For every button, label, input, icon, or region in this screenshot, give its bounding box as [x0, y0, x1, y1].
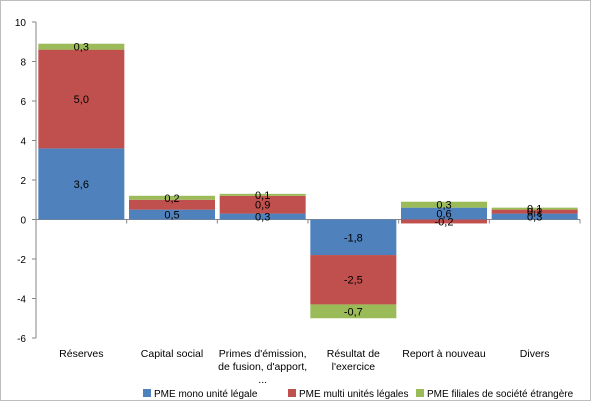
bar-segment: [129, 199, 215, 210]
data-labels: 3,65,00,30,50,20,30,90,1-1,8-2,5-0,70,6-…: [74, 42, 543, 319]
bar-segment: [38, 148, 125, 220]
category-label: Capital social: [141, 348, 203, 360]
bar-segment: [38, 43, 125, 50]
bar-segment: [219, 195, 306, 214]
data-label: 0,5: [164, 210, 179, 222]
bar-segment: [401, 207, 487, 220]
y-tick-label: -2: [17, 255, 26, 266]
legend-label: PME filiales de société étrangère: [427, 389, 574, 400]
legend-label: PME multi unités légales: [299, 389, 409, 400]
legend: PME mono unité légale PME multi unités lé…: [143, 389, 574, 400]
data-label: 0,6: [436, 209, 451, 221]
y-tick-label: 4: [20, 137, 26, 148]
data-label: 0,3: [527, 212, 542, 224]
category-label: Résultat de: [327, 348, 380, 360]
axes: -6 -4 -2 0 2 4 6 8 10 Réserves Capital social Prime…: [15, 18, 581, 386]
category-label: Primes d'émission,: [219, 348, 307, 360]
bar-segment: [310, 304, 397, 319]
y-tick-label: 2: [20, 176, 26, 187]
bar-segment: [219, 213, 306, 220]
legend-label: PME mono unité légale: [154, 389, 258, 400]
bar-segment: [310, 219, 397, 256]
bar-segment: [491, 213, 578, 220]
bar-segment: [219, 193, 306, 196]
category-label: Réserves: [59, 348, 103, 360]
bar-segment: [129, 209, 215, 220]
data-label: 0,2: [527, 207, 542, 219]
data-label: 0,1: [527, 204, 542, 216]
data-label: -2,5: [344, 275, 363, 287]
legend-swatch: [288, 389, 296, 397]
data-label: 5,0: [74, 94, 89, 106]
bar-segment: [401, 201, 487, 208]
data-label: 0,2: [164, 193, 179, 205]
category-label: Report à nouveau: [402, 348, 486, 360]
y-tick-label: 8: [20, 58, 26, 69]
data-label: -1,8: [344, 232, 363, 244]
bar-segment: [38, 49, 125, 149]
bar-segment: [491, 209, 578, 214]
category-label: de fusion, d'apport,: [218, 361, 307, 373]
bar-segment: [491, 207, 578, 210]
legend-swatch: [143, 389, 151, 397]
data-label: 0,3: [436, 200, 451, 212]
category-label: l'exercice: [332, 361, 376, 373]
data-label: 0,1: [255, 190, 270, 202]
bar-segment: [401, 219, 487, 224]
category-label: ...: [258, 374, 267, 386]
y-tick-label: 6: [20, 97, 26, 108]
data-label: 0,9: [255, 200, 270, 212]
bar-segment: [310, 255, 397, 305]
y-tick-label: -4: [17, 295, 26, 306]
bar-segment: [129, 195, 215, 200]
y-tick-label: 0: [20, 216, 26, 227]
category-label: Divers: [520, 348, 550, 360]
data-label: 0,3: [74, 42, 89, 54]
y-tick-label: 10: [15, 18, 27, 29]
y-tick-label: -6: [17, 334, 26, 345]
data-label: 3,6: [74, 179, 89, 191]
bars: [38, 43, 578, 319]
data-label: 0,3: [255, 212, 270, 224]
data-label: -0,7: [344, 306, 363, 318]
legend-swatch: [416, 389, 424, 397]
data-label: -0,2: [435, 216, 454, 228]
